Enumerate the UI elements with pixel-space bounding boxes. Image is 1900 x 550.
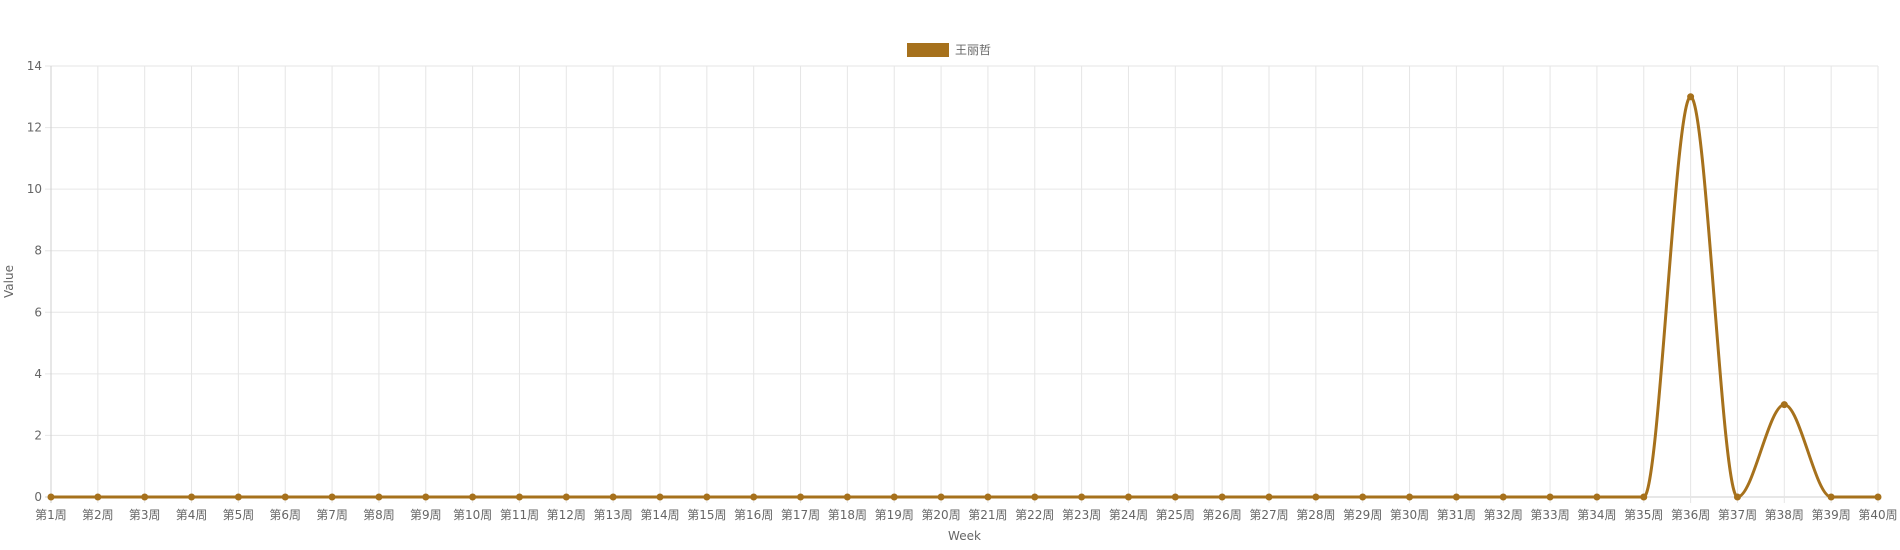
x-tick-label: 第17周	[781, 508, 820, 522]
x-tick-label: 第20周	[921, 508, 960, 522]
x-tick-label: 第39周	[1812, 508, 1851, 522]
x-tick-label: 第31周	[1437, 508, 1476, 522]
x-tick-label: 第32周	[1484, 508, 1523, 522]
data-point[interactable]	[1218, 493, 1226, 501]
data-point[interactable]	[1452, 493, 1460, 501]
data-point[interactable]	[234, 493, 242, 501]
x-tick-label: 第35周	[1624, 508, 1663, 522]
x-tick-label: 第2周	[82, 508, 114, 522]
y-tick-label: 14	[27, 59, 42, 73]
grid	[45, 65, 1879, 503]
data-point[interactable]	[281, 493, 289, 501]
x-tick-label: 第40周	[1858, 508, 1897, 522]
x-tick-label: 第21周	[968, 508, 1007, 522]
data-point[interactable]	[141, 493, 149, 501]
x-axis-title: Week	[948, 529, 981, 543]
data-point[interactable]	[937, 493, 945, 501]
series-line	[51, 95, 1879, 499]
x-tick-label: 第33周	[1530, 508, 1569, 522]
data-point[interactable]	[1780, 401, 1788, 409]
data-point[interactable]	[328, 493, 336, 501]
data-point[interactable]	[94, 493, 102, 501]
x-tick-label: 第11周	[500, 508, 539, 522]
y-axis-title: Value	[2, 265, 16, 298]
y-tick-label: 12	[27, 121, 42, 135]
x-tick-label: 第18周	[828, 508, 867, 522]
y-tick-label: 10	[27, 182, 42, 196]
x-tick-label: 第16周	[734, 508, 773, 522]
x-tick-label: 第8周	[363, 508, 395, 522]
data-point[interactable]	[1827, 493, 1835, 501]
y-tick-label: 0	[34, 490, 42, 504]
x-tick-label: 第19周	[875, 508, 914, 522]
x-tick-label: 第6周	[269, 508, 301, 522]
x-tick-label: 第10周	[453, 508, 492, 522]
legend-label[interactable]: 王丽哲	[955, 43, 991, 57]
data-point[interactable]	[1733, 493, 1741, 501]
x-tick-label: 第25周	[1156, 508, 1195, 522]
data-point[interactable]	[1593, 493, 1601, 501]
x-tick-label: 第34周	[1577, 508, 1616, 522]
data-point[interactable]	[1265, 493, 1273, 501]
x-tick-label: 第5周	[223, 508, 255, 522]
data-point[interactable]	[609, 493, 617, 501]
data-point[interactable]	[1406, 493, 1414, 501]
data-point[interactable]	[375, 493, 383, 501]
data-point[interactable]	[984, 493, 992, 501]
x-tick-label: 第27周	[1249, 508, 1288, 522]
data-point[interactable]	[890, 493, 898, 501]
data-point[interactable]	[1312, 493, 1320, 501]
data-point[interactable]	[469, 493, 477, 501]
x-tick-label: 第1周	[35, 508, 67, 522]
series-layer	[47, 93, 1882, 501]
x-tick-label: 第12周	[547, 508, 586, 522]
x-tick-label: 第24周	[1109, 508, 1148, 522]
data-point[interactable]	[656, 493, 664, 501]
y-tick-label: 8	[34, 244, 42, 258]
y-tick-label: 4	[34, 367, 42, 381]
data-point[interactable]	[1124, 493, 1132, 501]
x-tick-label: 第13周	[594, 508, 633, 522]
data-point[interactable]	[1171, 493, 1179, 501]
x-tick-label: 第28周	[1296, 508, 1335, 522]
x-tick-label: 第15周	[687, 508, 726, 522]
x-tick-label: 第3周	[129, 508, 161, 522]
data-point[interactable]	[750, 493, 758, 501]
data-point[interactable]	[797, 493, 805, 501]
data-point[interactable]	[1499, 493, 1507, 501]
x-tick-label: 第23周	[1062, 508, 1101, 522]
x-tick-label: 第29周	[1343, 508, 1382, 522]
x-tick-label: 第22周	[1015, 508, 1054, 522]
data-point[interactable]	[47, 493, 55, 501]
y-tick-label: 6	[34, 305, 42, 319]
data-point[interactable]	[1078, 493, 1086, 501]
x-tick-label: 第7周	[316, 508, 348, 522]
data-point[interactable]	[1874, 493, 1882, 501]
data-point[interactable]	[1031, 493, 1039, 501]
x-tick-label: 第30周	[1390, 508, 1429, 522]
data-point[interactable]	[515, 493, 523, 501]
data-point[interactable]	[1546, 493, 1554, 501]
y-tick-label: 2	[34, 428, 42, 442]
legend[interactable]: 王丽哲	[907, 43, 991, 57]
x-tick-label: 第38周	[1765, 508, 1804, 522]
x-tick-label: 第4周	[176, 508, 208, 522]
data-point[interactable]	[843, 493, 851, 501]
data-point[interactable]	[1359, 493, 1367, 501]
x-tick-label: 第36周	[1671, 508, 1710, 522]
data-point[interactable]	[703, 493, 711, 501]
x-tick-label: 第14周	[640, 508, 679, 522]
data-point[interactable]	[562, 493, 570, 501]
x-tick-label: 第9周	[410, 508, 442, 522]
data-point[interactable]	[422, 493, 430, 501]
data-point[interactable]	[188, 493, 196, 501]
x-tick-label: 第26周	[1203, 508, 1242, 522]
x-tick-label: 第37周	[1718, 508, 1757, 522]
data-point[interactable]	[1687, 93, 1695, 101]
data-point[interactable]	[1640, 493, 1648, 501]
legend-swatch[interactable]	[907, 43, 949, 57]
